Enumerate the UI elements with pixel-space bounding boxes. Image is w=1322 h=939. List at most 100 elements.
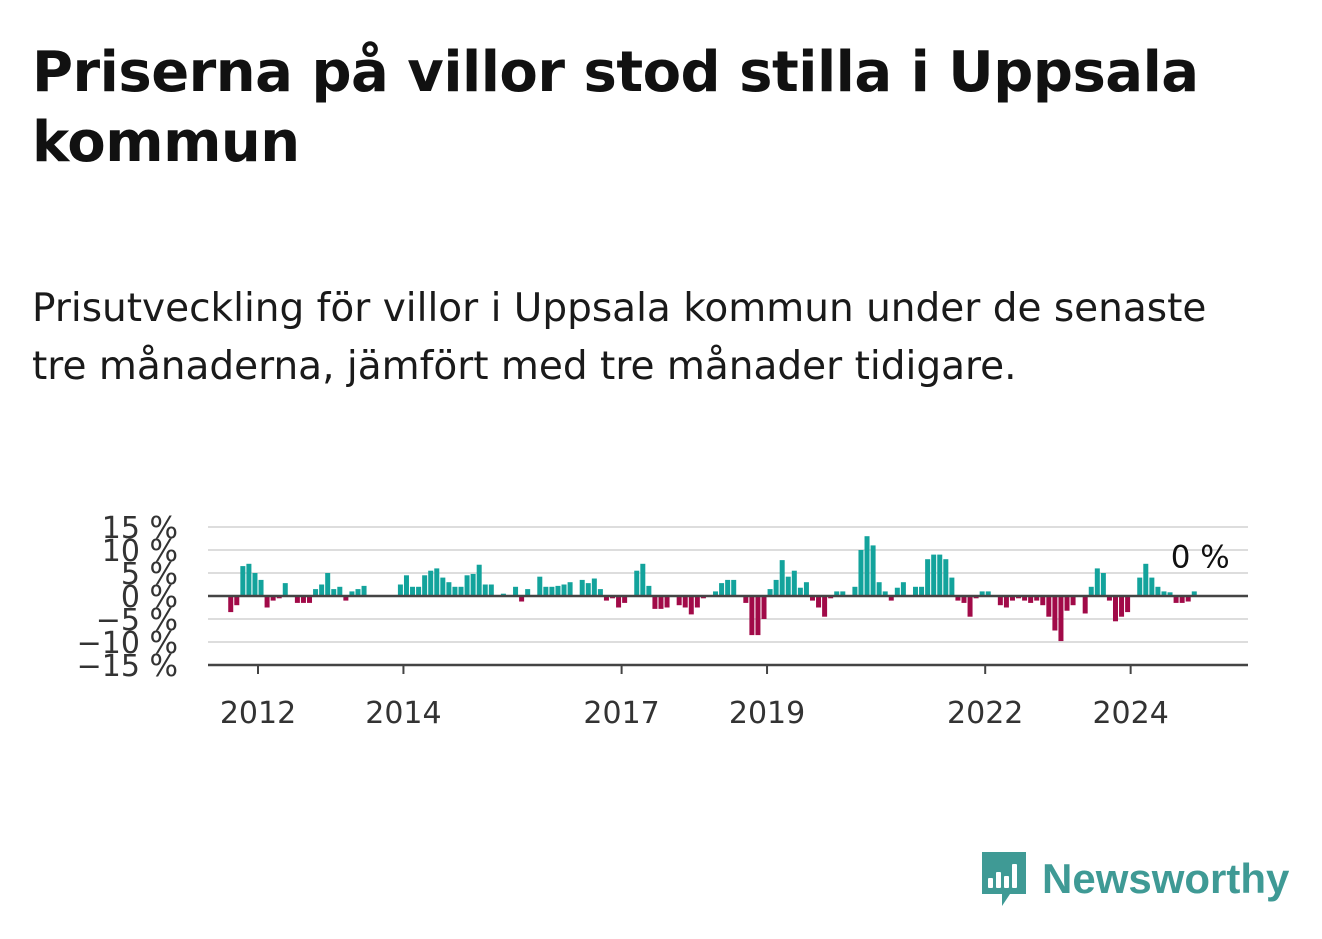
bar [543,586,549,596]
bar [894,587,900,596]
bar [743,596,749,603]
bar [840,591,846,596]
y-tick-label: −5 % [96,603,178,638]
last-value-label: 0 % [1171,539,1230,575]
x-tick-label: 2022 [947,696,1023,731]
bar [979,591,985,596]
bar [1149,577,1155,596]
bar [458,586,464,596]
x-axis-ticks: 2012 2014 2017 2019 2022 2024 [220,665,1169,731]
bar [282,583,288,596]
bar [719,583,725,596]
bar [622,596,628,603]
bar [652,596,658,609]
bar [943,559,949,596]
bar [1003,596,1009,608]
x-tick-label: 2014 [365,696,441,731]
bar [834,591,840,596]
bar [416,586,422,596]
bar [319,584,325,596]
bar [591,578,597,596]
bar [270,596,276,601]
bar [567,582,573,596]
bar [337,586,343,596]
bar [640,563,646,596]
bar [1125,596,1131,613]
bar [410,586,416,596]
bar [870,545,876,596]
bar [900,582,906,596]
bar [755,596,761,636]
y-tick-label: 10 % [102,534,178,569]
bar [694,596,700,608]
y-tick-label: 15 % [102,511,178,546]
bar [452,586,458,596]
bar [1119,596,1125,617]
x-tick-label: 2012 [220,696,296,731]
bar [1094,568,1100,596]
bar [252,573,258,596]
bar [470,573,476,596]
bar [646,585,652,596]
bar [822,596,828,617]
bar [343,596,349,601]
bar [397,584,403,596]
bar [234,596,240,606]
bar [876,582,882,596]
bar [919,586,925,596]
bar [967,596,973,617]
x-tick-label: 2019 [729,696,805,731]
bar [422,575,428,596]
bar [464,575,470,596]
bar [725,579,731,596]
bar [300,596,306,603]
chart-subtitle: Prisutveckling för villor i Uppsala komm… [32,286,1207,389]
bar [1155,586,1161,596]
bar [482,584,488,596]
bar [1040,596,1046,606]
bar [1070,596,1076,606]
bar [325,573,331,596]
bar [1034,596,1040,601]
x-tick-label: 2024 [1092,696,1168,731]
bar [1022,596,1028,601]
bar [658,596,664,609]
bar [488,584,494,596]
bar [446,582,452,596]
bar [634,570,640,596]
bar [561,584,567,596]
bar [664,596,670,608]
y-tick-label: 0 % [121,580,178,615]
bar [1100,573,1106,596]
y-tick-label: 5 % [121,557,178,592]
bar [1028,596,1034,603]
bar [519,596,525,602]
bar [1191,591,1197,596]
newsworthy-logo: Newsworthy [980,850,1289,908]
bar [1179,596,1185,603]
bar [355,589,361,596]
bar [1167,592,1173,596]
y-tick-label: −15 % [77,649,178,684]
bar [555,585,561,596]
bar [882,591,888,596]
bar [1046,596,1052,617]
y-axis-ticks: 15 %10 %5 %0 %−5 %−10 %−15 % [77,511,178,684]
bar [761,596,767,619]
bar [749,596,755,636]
bar [1143,563,1149,596]
bar [864,536,870,596]
bar [228,596,234,613]
bar [731,579,737,596]
bar [264,596,270,608]
bars [228,536,1197,642]
bar [258,579,264,596]
bar [246,563,252,596]
bar [955,596,961,601]
bar [1058,596,1064,642]
bar [773,579,779,596]
bar [688,596,694,615]
bar [579,579,585,596]
y-tick-label: −10 % [77,626,178,661]
bar [1082,596,1088,614]
